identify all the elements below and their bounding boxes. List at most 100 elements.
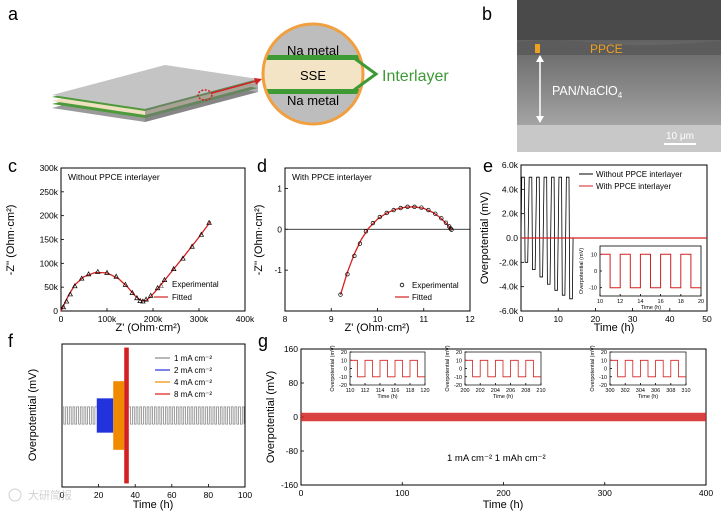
panel-c-exp-point — [206, 219, 212, 225]
panel-e-xtick-label: 40 — [665, 314, 675, 324]
panel-g-inset-xtick-label: 114 — [376, 388, 385, 394]
panel-g-inset-xtick-label: 120 — [420, 388, 429, 394]
panel-e-inset-xtick-label: 16 — [658, 299, 664, 305]
panel-e-ytick-label: 4.0k — [502, 184, 519, 194]
na-metal-bottom-label: Na metal — [287, 93, 339, 108]
panel-e: e 0 10 20 30 40 50 -6.0k -4.0k -2.0k 0.0 2.0k 4.0k 6… — [479, 156, 712, 334]
panel-d-ytick-label: 1 — [277, 183, 282, 193]
panel-g-xtick-label: 200 — [496, 488, 510, 498]
panel-e-legend-without: Without PPCE interlayer — [596, 170, 683, 179]
panel-g-inset-ytick-label: -10 — [599, 375, 607, 381]
panel-g-inset-wave — [610, 359, 686, 378]
panel-g-inset-wave — [350, 359, 425, 378]
panel-g-ytick-label: -80 — [286, 446, 299, 456]
panel-d-legend: Experimental Fitted — [395, 281, 459, 302]
panel-d-exp-point — [363, 229, 369, 234]
panel-f-frame — [61, 343, 246, 488]
panel-d-exp-point — [345, 272, 350, 277]
panel-f-xlabel: Time (h) — [133, 499, 174, 511]
panel-g-ytick-label: 160 — [284, 344, 298, 354]
panel-e-ytick-label: 2.0k — [502, 209, 519, 219]
panel-d-exp-point — [370, 221, 376, 226]
panel-f-xtick-label: 60 — [167, 490, 177, 500]
panel-g-inset-xtick-label: 208 — [521, 388, 530, 394]
panel-e-inset-xtick-label: 14 — [637, 299, 643, 305]
panel-g-xlabel: Time (h) — [483, 499, 524, 511]
panel-c-frame — [60, 167, 246, 312]
panel-f-xtick-label: 80 — [204, 490, 214, 500]
panel-e-inset-xtick-label: 10 — [597, 299, 603, 305]
panel-c-exp-point — [189, 243, 195, 249]
panel-e-xtick-label: 30 — [628, 314, 638, 324]
panel-g-inset-ytick-label: 0 — [604, 367, 607, 373]
panel-c-exp-point — [95, 268, 101, 274]
panel-f-legend-8: 8 mA cm⁻² — [174, 390, 212, 399]
panel-c-xtick-label: 200k — [144, 314, 163, 324]
panel-g-inset-xtick-label: 118 — [406, 388, 415, 394]
panel-e-inset-ytick-label: 10 — [591, 252, 597, 258]
panel-c-exp-point — [78, 275, 85, 281]
panel-g-inset-xtick-label: 310 — [681, 388, 690, 394]
panel-e-xtick-label: 50 — [702, 314, 712, 324]
panel-f-marks: 0 20 40 60 80 100 — [60, 347, 252, 500]
panel-label-d: d — [257, 156, 267, 176]
panel-g-inset-ytick-label: 10 — [341, 358, 347, 364]
panel-c-ytick-label: 0 — [53, 306, 58, 316]
panel-d-exp-point — [405, 204, 410, 209]
panel-c-xtick-label: 0 — [59, 314, 64, 324]
panel-g-inset-xtick-label: 202 — [476, 388, 485, 394]
panel-e-without-line — [520, 176, 574, 300]
panel-f-xtick-label: 0 — [60, 490, 65, 500]
panel-e-xlabel: Time (h) — [594, 322, 635, 334]
panel-c-exp-point — [129, 289, 136, 295]
panel-g-inset-xtick-label: 304 — [636, 388, 645, 394]
panel-g-ytick-label: 80 — [289, 378, 299, 388]
panel-g-inset-wave — [465, 359, 541, 378]
panel-d-exp-point — [398, 205, 403, 211]
panel-g-inset-xtick-label: 116 — [391, 388, 400, 394]
panel-d-exp-point — [419, 205, 424, 210]
panel-c-exp-point — [154, 284, 161, 291]
panel-d-ytick-label: -1 — [274, 265, 282, 275]
panel-d-ytick-label: 0 — [277, 224, 282, 234]
ppce-label: PPCE — [590, 42, 623, 56]
panel-label-e: e — [483, 156, 493, 176]
panel-g-inset-ylabel: Overpotential (mV) — [330, 345, 336, 391]
panel-g-inset-ytick-label: -20 — [454, 383, 462, 389]
panel-c-legend: △ Experimental Fitted — [154, 280, 219, 302]
panel-g-inset-xtick-label: 300 — [605, 388, 614, 394]
panel-g-inset-xtick-label: 308 — [666, 388, 675, 394]
panel-e-inset-xtick-label: 12 — [617, 299, 623, 305]
panel-d-marks: 8 9 10 11 12 -1 0 1 — [274, 183, 475, 324]
panel-g-inset-ytick-label: -10 — [454, 375, 462, 381]
panel-f-block-1 — [96, 398, 114, 433]
sse-label: SSE — [300, 68, 326, 83]
zoom-circle — [261, 22, 365, 126]
panel-e-legend-with: With PPCE interlayer — [596, 182, 671, 191]
panel-e-ytick-label: 6.0k — [502, 160, 519, 170]
panel-e-inset-ylabel: Overpotential (mV) — [579, 248, 585, 294]
panel-e-inset-wave — [600, 253, 701, 289]
panel-label-b: b — [482, 4, 492, 24]
scale-bar-label: 10 μm — [666, 131, 694, 142]
panel-c-exp-point — [67, 291, 73, 297]
panel-c-exp-point — [170, 265, 177, 272]
panel-label-a: a — [8, 4, 19, 24]
panel-c-ytick-label: 250k — [40, 187, 59, 197]
panel-c-exp-point — [104, 269, 110, 275]
panel-b: b PPCE PAN/NaClO4 10 μm — [482, 0, 721, 152]
panel-g-xtick-label: 400 — [699, 488, 713, 498]
panel-f-wave-1 — [62, 406, 97, 425]
panel-e-inset: 10 12 14 16 18 20 -10 0 10 Overpotential (mV) Ti… — [579, 245, 704, 311]
zoom-cross-section — [263, 24, 363, 124]
panel-f: f 0 20 40 60 80 100 Time (h) Overpotential (m… — [8, 331, 252, 511]
layered-stack-illustration — [52, 65, 258, 122]
panel-g-inset-ytick-label: 0 — [459, 367, 462, 373]
panel-g-inset-ytick-label: 20 — [456, 350, 462, 356]
panel-f-block-2 — [113, 381, 125, 450]
legend-symbol-triangle: △ — [158, 282, 164, 289]
panel-g-inset-xtick-label: 302 — [621, 388, 630, 394]
zoom-arrow — [211, 79, 261, 94]
panel-a: a Na metal SSE Na metal Interlayer — [8, 4, 449, 126]
panel-g-xtick-label: 100 — [395, 488, 409, 498]
